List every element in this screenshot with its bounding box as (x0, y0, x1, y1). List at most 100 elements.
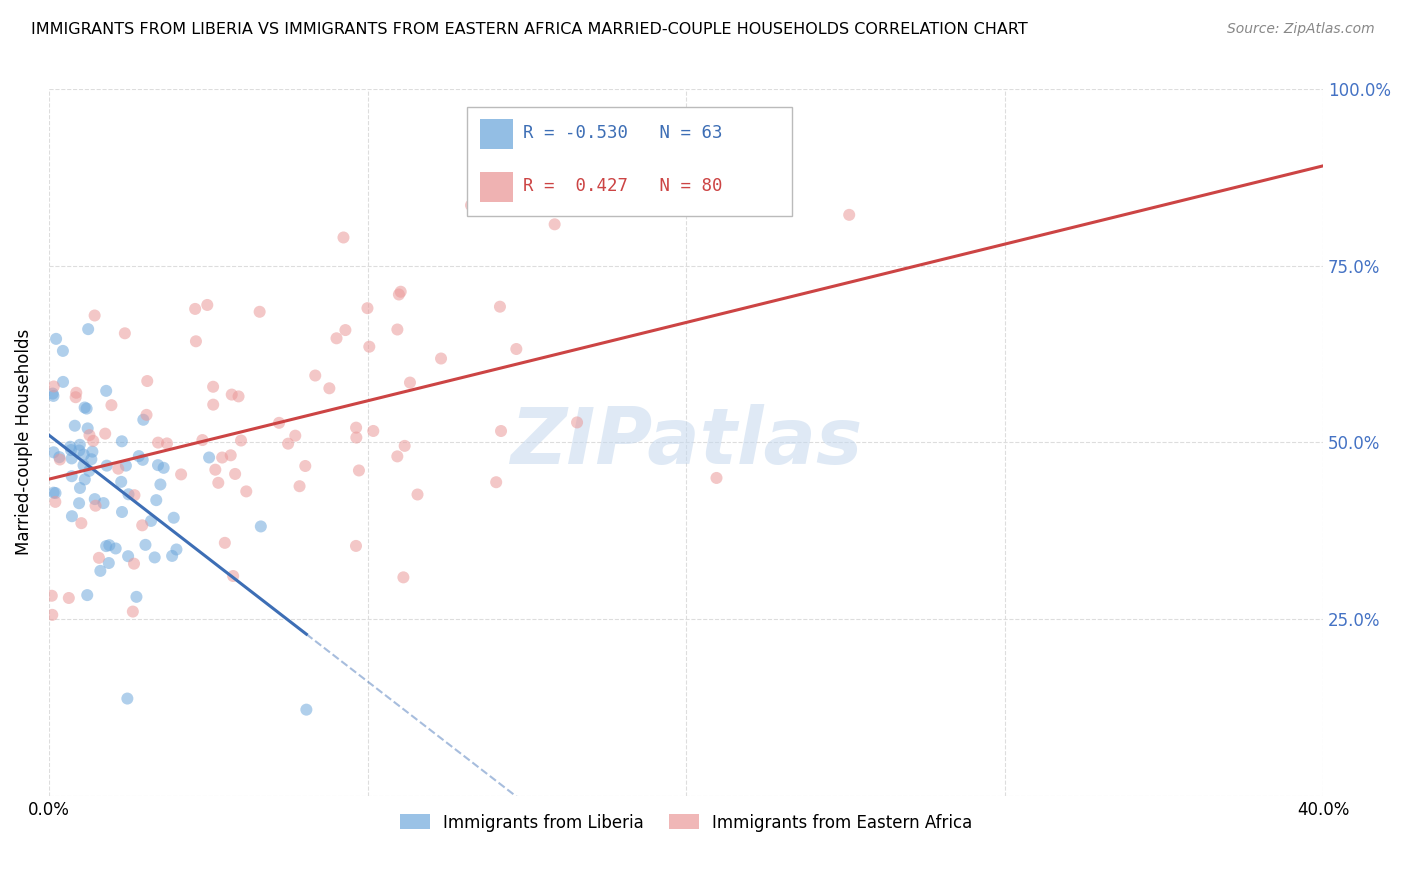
Point (107, 461, 129, 475)
Point (65, 390, 87, 404)
Point (117, 691, 139, 706)
Y-axis label: Married-couple Households: Married-couple Households (15, 329, 32, 556)
Point (79, 428, 101, 442)
Point (344, 539, 367, 553)
Point (77, 464, 100, 478)
Point (229, 434, 252, 448)
Point (706, 471, 728, 485)
Point (73, 472, 96, 486)
Point (117, 549, 139, 564)
Point (69, 481, 91, 495)
Point (505, 342, 527, 356)
Point (82, 434, 104, 448)
Point (219, 448, 242, 462)
Point (124, 488, 146, 502)
Point (356, 301, 378, 315)
Point (135, 408, 157, 422)
Point (359, 340, 381, 354)
Point (250, 519, 273, 533)
Point (42, 379, 65, 393)
Point (387, 322, 409, 336)
Point (60, 509, 83, 524)
Point (115, 458, 138, 473)
Point (87, 550, 110, 565)
Point (214, 536, 236, 550)
Point (42, 485, 65, 500)
Point (489, 300, 512, 314)
Point (146, 435, 169, 450)
Point (392, 570, 415, 584)
Point (125, 590, 148, 604)
Point (114, 326, 136, 341)
Point (111, 505, 134, 519)
Point (73, 401, 96, 415)
Point (41, 589, 63, 603)
Point (96, 458, 118, 473)
Point (430, 351, 453, 366)
Text: R = -0.530   N = 63: R = -0.530 N = 63 (523, 124, 723, 143)
Point (59, 440, 82, 454)
Point (131, 518, 153, 533)
Text: R =  0.427   N = 80: R = 0.427 N = 80 (523, 178, 723, 195)
Point (94, 426, 117, 441)
Point (347, 463, 370, 477)
Point (838, 208, 860, 222)
Point (84, 499, 107, 513)
Point (98, 538, 121, 552)
Point (96, 384, 118, 398)
Point (235, 484, 257, 499)
Point (76, 401, 98, 416)
Point (93, 496, 115, 510)
FancyBboxPatch shape (479, 120, 513, 149)
Point (77, 322, 100, 336)
Point (543, 217, 565, 231)
Point (67, 496, 90, 510)
Point (191, 433, 214, 447)
Point (202, 380, 225, 394)
Text: IMMIGRANTS FROM LIBERIA VS IMMIGRANTS FROM EASTERN AFRICA MARRIED-COUPLE HOUSEHO: IMMIGRANTS FROM LIBERIA VS IMMIGRANTS FR… (31, 22, 1028, 37)
Point (60, 451, 83, 466)
Point (41, 386, 63, 401)
Point (76, 588, 98, 602)
Point (42, 445, 65, 459)
Point (49, 452, 72, 467)
Point (41, 607, 63, 622)
Point (121, 605, 143, 619)
FancyBboxPatch shape (467, 106, 792, 216)
Point (145, 493, 167, 508)
Point (284, 428, 307, 442)
Point (136, 374, 159, 388)
Point (163, 510, 186, 524)
Point (485, 475, 508, 490)
Point (111, 434, 134, 449)
Point (70, 516, 93, 531)
Point (304, 368, 326, 383)
Point (65, 385, 87, 400)
Point (44, 495, 66, 509)
Point (83, 309, 105, 323)
Point (388, 287, 411, 301)
Point (165, 542, 187, 557)
Point (207, 475, 229, 490)
Point (389, 285, 412, 299)
Point (160, 549, 183, 563)
Point (267, 416, 290, 430)
Point (45, 332, 67, 346)
Point (63, 418, 86, 433)
Point (249, 305, 271, 319)
Point (363, 424, 385, 438)
Point (318, 381, 340, 395)
Point (295, 703, 318, 717)
Point (42, 389, 65, 403)
Point (80, 452, 103, 467)
FancyBboxPatch shape (479, 172, 513, 202)
Point (89, 564, 111, 578)
Point (277, 436, 299, 450)
Point (156, 436, 179, 450)
Point (228, 389, 250, 403)
Point (335, 323, 357, 337)
Point (134, 538, 156, 552)
Point (152, 460, 174, 475)
Point (195, 298, 218, 312)
Point (69, 438, 91, 452)
